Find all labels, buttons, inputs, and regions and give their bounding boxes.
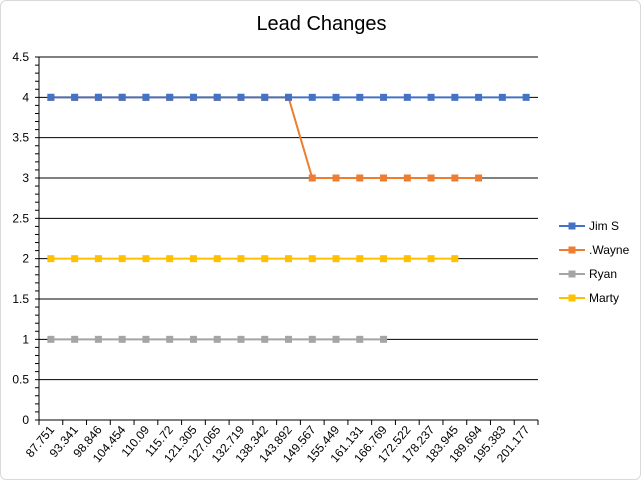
- data-point-marker: [166, 255, 174, 263]
- data-point-marker: [498, 93, 506, 101]
- data-point-marker: [403, 93, 411, 101]
- data-point-marker: [237, 335, 245, 343]
- data-point-marker: [189, 335, 197, 343]
- data-point-marker: [261, 335, 269, 343]
- legend-label: Ryan: [589, 267, 617, 281]
- data-point-marker: [285, 93, 292, 101]
- data-point-marker: [47, 335, 55, 343]
- data-point-marker: [142, 255, 150, 263]
- data-point-marker: [475, 174, 483, 182]
- data-point-marker: [308, 335, 316, 343]
- data-point-marker: [403, 255, 411, 263]
- data-point-marker: [356, 335, 364, 343]
- data-point-marker: [308, 93, 316, 101]
- data-point-marker: [451, 93, 459, 101]
- data-point-marker: [71, 335, 79, 343]
- y-tick-label: 3.5: [12, 131, 29, 145]
- data-point-marker: [380, 93, 388, 101]
- chart-title: Lead Changes: [256, 13, 387, 35]
- legend-label: .Wayne: [589, 243, 630, 257]
- data-point-marker: [308, 255, 316, 263]
- y-tick-label: 4.5: [12, 50, 29, 64]
- data-point-marker: [94, 335, 102, 343]
- legend-label: Jim S: [589, 219, 619, 233]
- legend-marker: [568, 270, 576, 278]
- data-point-marker: [47, 255, 55, 263]
- data-point-marker: [285, 255, 292, 263]
- data-point-marker: [118, 255, 126, 263]
- data-point-marker: [332, 174, 340, 182]
- data-point-marker: [332, 335, 340, 343]
- data-point-marker: [285, 335, 292, 343]
- data-point-marker: [403, 174, 411, 182]
- data-point-marker: [356, 174, 364, 182]
- data-point-marker: [237, 255, 245, 263]
- data-point-marker: [213, 255, 221, 263]
- data-point-marker: [451, 174, 459, 182]
- data-point-marker: [94, 93, 102, 101]
- data-point-marker: [427, 93, 435, 101]
- data-point-marker: [213, 335, 221, 343]
- y-tick-label: 2: [22, 252, 29, 266]
- data-point-marker: [522, 93, 530, 101]
- data-point-marker: [427, 255, 435, 263]
- data-point-marker: [380, 174, 388, 182]
- y-tick-label: 0: [22, 413, 29, 427]
- data-point-marker: [380, 335, 388, 343]
- data-point-marker: [356, 93, 364, 101]
- data-point-marker: [451, 255, 459, 263]
- data-point-marker: [166, 335, 174, 343]
- legend-marker: [568, 222, 576, 230]
- data-point-marker: [308, 174, 316, 182]
- legend-marker: [568, 246, 576, 254]
- data-point-marker: [71, 93, 79, 101]
- data-point-marker: [380, 255, 388, 263]
- y-tick-label: 0.5: [12, 373, 29, 387]
- data-point-marker: [189, 255, 197, 263]
- data-point-marker: [189, 93, 197, 101]
- data-point-marker: [261, 93, 269, 101]
- data-point-marker: [142, 335, 150, 343]
- data-point-marker: [118, 335, 126, 343]
- data-point-marker: [166, 93, 174, 101]
- data-point-marker: [47, 93, 55, 101]
- data-point-marker: [356, 255, 364, 263]
- data-point-marker: [71, 255, 79, 263]
- legend-marker: [568, 294, 576, 302]
- data-point-marker: [142, 93, 150, 101]
- data-point-marker: [427, 174, 435, 182]
- data-point-marker: [237, 93, 245, 101]
- y-tick-label: 2.5: [12, 211, 29, 225]
- data-point-marker: [332, 93, 340, 101]
- y-tick-label: 1: [22, 332, 29, 346]
- data-point-marker: [475, 93, 483, 101]
- data-point-marker: [261, 255, 269, 263]
- data-point-marker: [332, 255, 340, 263]
- legend-label: Marty: [589, 291, 619, 305]
- data-point-marker: [94, 255, 102, 263]
- y-tick-label: 4: [22, 90, 29, 104]
- y-tick-label: 1.5: [12, 292, 29, 306]
- data-point-marker: [118, 93, 126, 101]
- y-tick-label: 3: [22, 171, 29, 185]
- data-point-marker: [213, 93, 221, 101]
